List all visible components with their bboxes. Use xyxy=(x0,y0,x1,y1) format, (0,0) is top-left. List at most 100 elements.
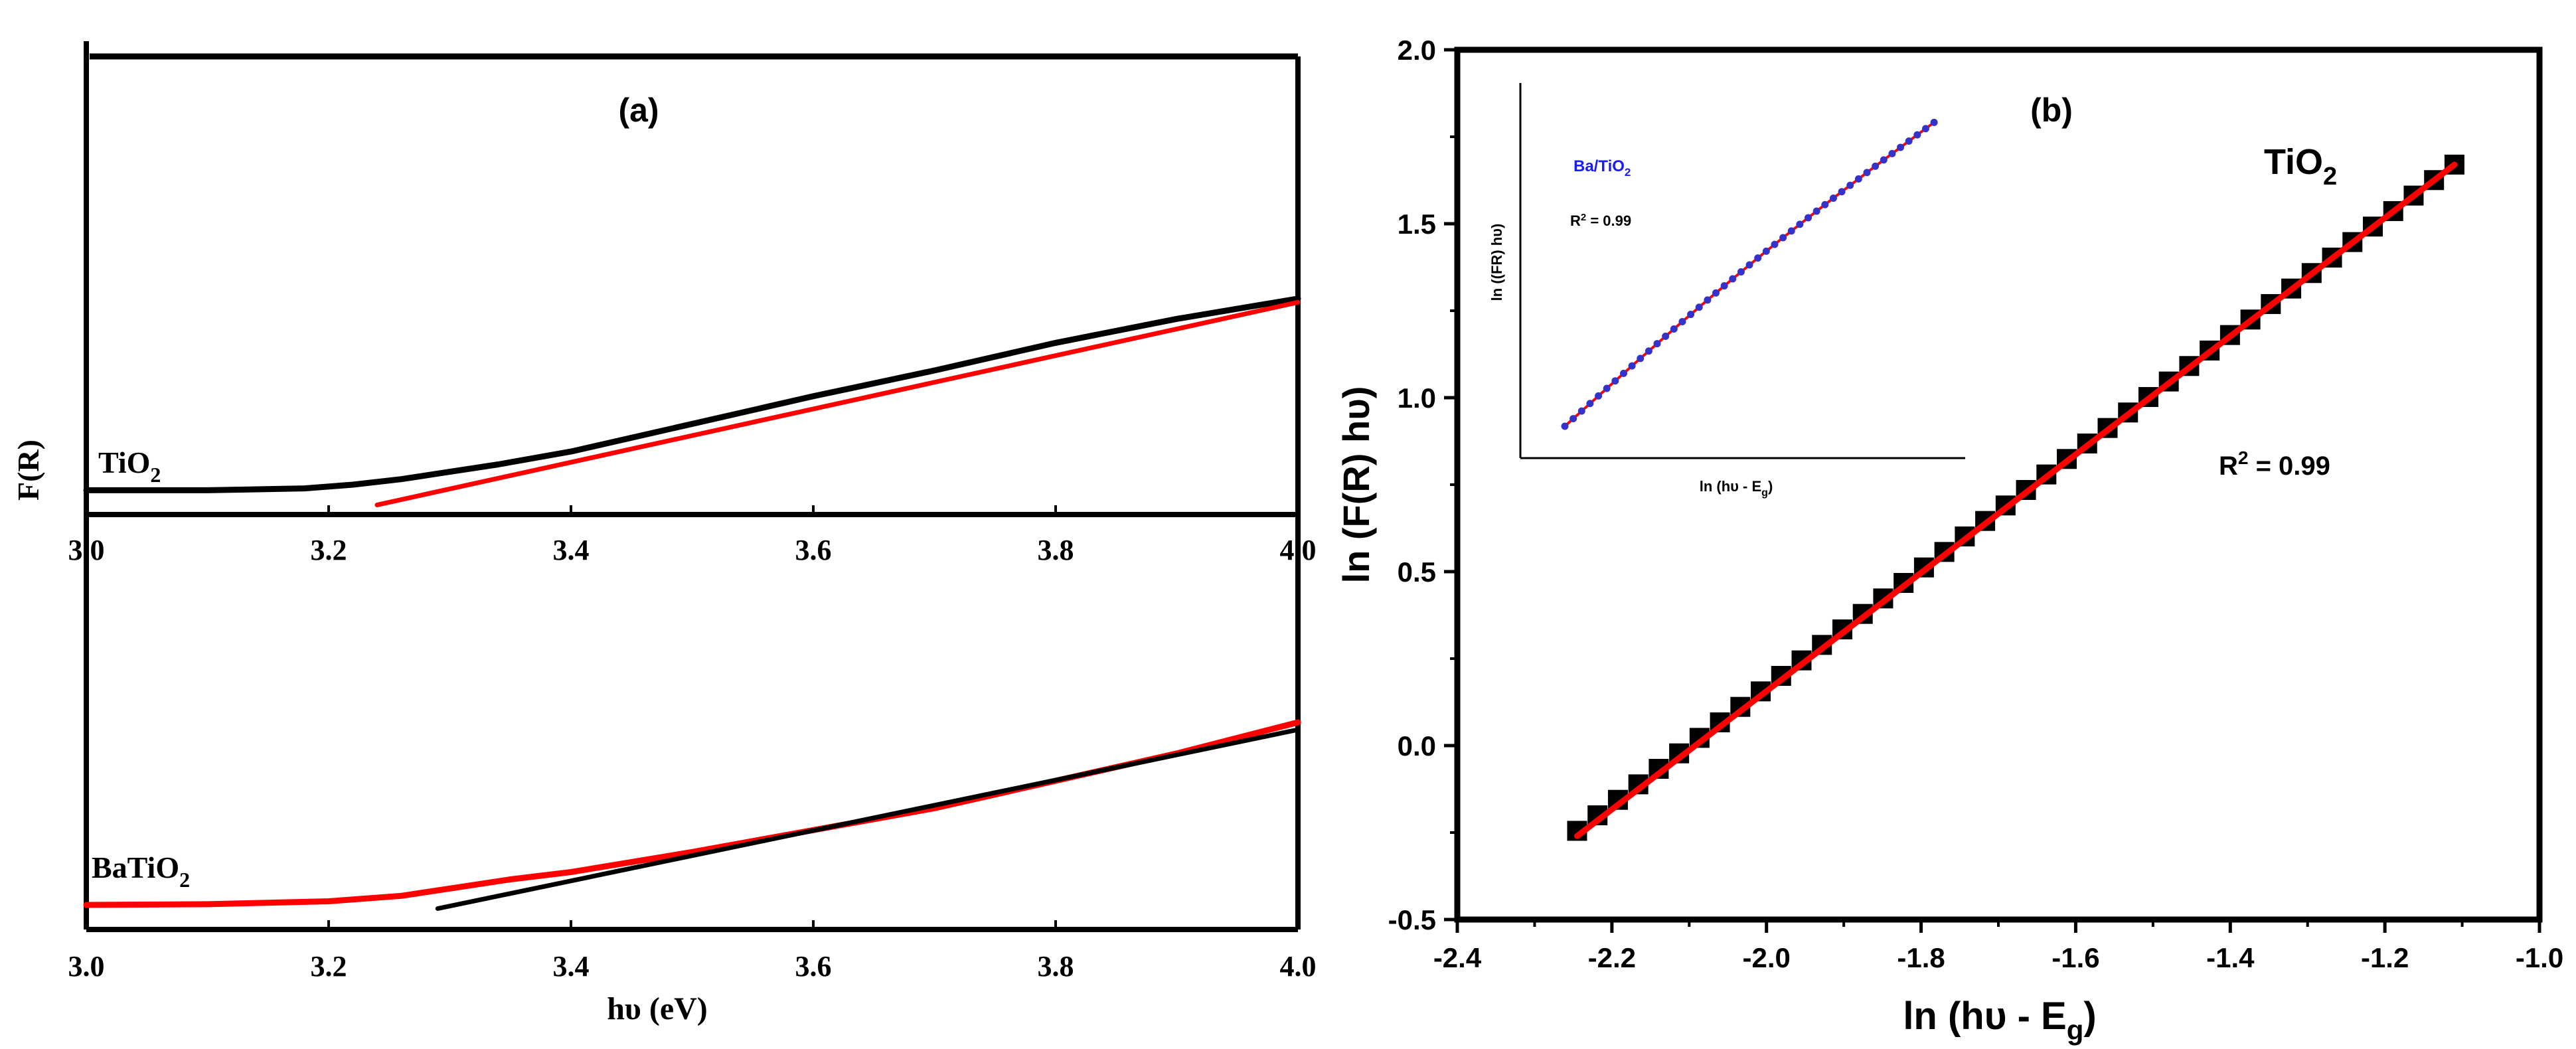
inset-data-point xyxy=(1771,240,1779,248)
inset-data-point xyxy=(1880,156,1888,164)
inset-data-point xyxy=(1561,422,1569,430)
panel-b-y-tick-label: 1.5 xyxy=(1398,208,1436,240)
inset-data-point xyxy=(1737,268,1745,276)
panel-a-top-x-ticks: 3.0 3.2 3.4 3.6 3.8 4.0 xyxy=(68,505,1317,566)
panel-b-y-tick-label: -0.5 xyxy=(1388,904,1436,935)
panel-a-top-series-label: TiO2 xyxy=(98,445,161,487)
panel-b-x-tick-label: -1.6 xyxy=(2052,942,2099,973)
panel-a: 3.0 3.2 3.4 3.6 3.8 4.0 3.0 3.2 3.4 3.6 3.8 4.0 (a… xyxy=(11,41,1317,1026)
inset-data-point xyxy=(1787,227,1795,235)
panel-a-bottom-x-ticks: 3.0 3.2 3.4 3.6 3.8 4.0 xyxy=(68,920,1317,983)
panel-a-top-tick-label: 3.6 xyxy=(795,534,832,566)
inset-data-point xyxy=(1897,143,1905,151)
inset-data-point xyxy=(1829,194,1837,202)
inset-data-point xyxy=(1921,125,1929,133)
panel-b-ticks: -2.4 -2.2 -2.0 -1.8 -1.6 -1.4 -1.2 -1.0 -0.5 0.0 0… xyxy=(1388,35,2564,973)
inset-data-point xyxy=(1577,407,1585,415)
panel-b-y-tick-label: 1.0 xyxy=(1398,382,1436,414)
panel-a-ylabel: F(R) xyxy=(11,440,45,501)
inset-data-point xyxy=(1846,181,1854,189)
inset-data-point xyxy=(1888,149,1896,157)
panel-a-bottom-tick-label: 3.4 xyxy=(553,950,590,983)
inset-data-point xyxy=(1628,362,1636,370)
inset-r-squared: R2 = 0.99 xyxy=(1570,212,1631,229)
panel-a-bottom-tick-label: 3.2 xyxy=(311,950,347,983)
inset-data-point xyxy=(1611,377,1619,385)
inset-data-point xyxy=(1695,303,1703,311)
inset-data-point xyxy=(1645,347,1652,355)
panel-a-bottom-tick-label: 4.0 xyxy=(1280,950,1317,983)
panel-b-fit-line xyxy=(1573,161,2458,839)
inset-data-point xyxy=(1812,207,1820,215)
panel-a-top-plot-area xyxy=(83,295,1301,507)
panel-b-r-squared: R2 = 0.99 xyxy=(2219,447,2330,481)
panel-b-label: (b) xyxy=(2030,92,2073,129)
panel-b-xlabel: ln (hυ - Eg) xyxy=(1903,995,2096,1046)
panel-a-bottom-tick-label: 3.6 xyxy=(795,950,832,983)
inset-data-point xyxy=(1653,340,1661,348)
panel-a-label: (a) xyxy=(618,92,659,129)
inset-data-point xyxy=(1821,201,1829,208)
inset-data-point xyxy=(1838,188,1846,196)
inset-data-point xyxy=(1745,261,1753,269)
inset-data-point xyxy=(1796,220,1804,228)
panel-b-x-tick-label: -2.4 xyxy=(1433,942,1482,973)
inset-data-point xyxy=(1720,282,1728,290)
panel-a-top-tick-label: 4.0 xyxy=(1280,534,1317,566)
panel-a-bottom-series-1 xyxy=(435,727,1301,911)
panel-b-y-tick-label: 0.0 xyxy=(1398,730,1436,762)
panel-b-x-tick-label: -1.4 xyxy=(2206,942,2255,973)
panel-b-x-tick-label: -1.0 xyxy=(2516,942,2563,973)
inset-data-point xyxy=(1712,289,1720,297)
inset-data-point xyxy=(1670,325,1678,333)
inset-data-point xyxy=(1678,317,1686,325)
panel-a-bottom-plot-area xyxy=(83,719,1301,911)
inset-data-point xyxy=(1704,296,1712,304)
panel-b-inset: Ba/TiO2 R2 = 0.99 ln ((FR) hυ) ln (hυ - … xyxy=(1489,83,1965,499)
panel-b-axes-frame xyxy=(1454,46,2543,923)
inset-data-point xyxy=(1779,234,1787,242)
panel-b: -2.4 -2.2 -2.0 -1.8 -1.6 -1.4 -1.2 -1.0 -0.5 0.0 0… xyxy=(1335,35,2563,1046)
inset-data-point xyxy=(1586,400,1594,408)
panel-b-plot-area xyxy=(1567,154,2464,841)
inset-data-point xyxy=(1762,247,1770,255)
panel-a-bottom-series-label: BaTiO2 xyxy=(92,850,190,892)
panel-b-series-label: TiO2 xyxy=(2264,142,2337,191)
panel-b-x-tick-label: -1.8 xyxy=(1897,942,1945,973)
panel-b-y-tick-label: 2.0 xyxy=(1398,35,1436,66)
inset-data-point xyxy=(1595,392,1603,400)
panel-b-x-tick-label: -2.0 xyxy=(1743,942,1791,973)
panel-a-bottom-series-0 xyxy=(83,719,1301,908)
inset-data-point xyxy=(1913,131,1921,139)
inset-data-point xyxy=(1805,214,1812,222)
inset-data-point xyxy=(1872,162,1880,170)
panel-a-top-series-0 xyxy=(83,295,1301,493)
panel-b-y-tick-label: 0.5 xyxy=(1398,556,1436,588)
inset-data-point xyxy=(1905,137,1913,145)
panel-a-top-tick-label: 3.8 xyxy=(1038,534,1074,566)
inset-data-point xyxy=(1687,311,1695,319)
panel-a-top-tick-label: 3.2 xyxy=(311,534,347,566)
panel-a-top-tick-label: 3.4 xyxy=(553,534,590,566)
inset-data-point xyxy=(1854,175,1862,183)
inset-data-point xyxy=(1863,169,1871,177)
inset-data-point xyxy=(1754,254,1762,262)
inset-data-point xyxy=(1603,384,1611,392)
panel-b-x-tick-label: -1.2 xyxy=(2361,942,2409,973)
inset-data-point xyxy=(1619,369,1627,377)
panel-a-top-series-1 xyxy=(374,299,1301,507)
inset-data-point xyxy=(1662,332,1670,340)
panel-a-bottom-tick-label: 3.0 xyxy=(68,950,105,983)
panel-a-xlabel: hυ (eV) xyxy=(607,991,708,1026)
inset-legend: Ba/TiO2 xyxy=(1573,157,1631,179)
panel-a-top-tick-label: 3.0 xyxy=(68,534,105,566)
inset-data-point xyxy=(1570,415,1577,423)
panel-b-ylabel: ln (F(R) hυ) xyxy=(1335,386,1377,584)
inset-xlabel: ln (hυ - Eg) xyxy=(1700,478,1773,499)
panel-a-bottom-tick-label: 3.8 xyxy=(1038,950,1074,983)
inset-ylabel: ln ((FR) hυ) xyxy=(1489,224,1505,301)
inset-data-point xyxy=(1637,355,1645,363)
inset-data-point xyxy=(1930,118,1938,126)
inset-plot-area xyxy=(1561,118,1938,430)
